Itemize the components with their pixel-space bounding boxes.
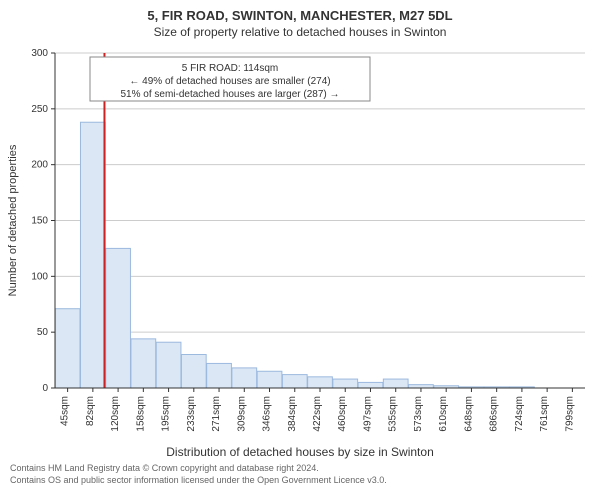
annotation-line: ← 49% of detached houses are smaller (27… (129, 76, 330, 87)
x-tick-label: 724sqm (514, 396, 525, 432)
bar (80, 122, 105, 388)
x-tick-label: 610sqm (438, 396, 449, 432)
x-tick-label: 195sqm (161, 396, 172, 432)
x-tick-label: 346sqm (262, 396, 273, 432)
x-tick-label: 233sqm (186, 396, 197, 432)
y-tick-label: 100 (31, 271, 48, 282)
bar (409, 385, 434, 388)
bar (106, 248, 131, 388)
annotation-line: 51% of semi-detached houses are larger (… (120, 89, 339, 100)
x-tick-label: 120sqm (110, 396, 121, 432)
x-tick-label: 309sqm (236, 396, 247, 432)
bar (282, 375, 307, 388)
x-tick-label: 422sqm (312, 396, 323, 432)
x-tick-label: 460sqm (337, 396, 348, 432)
y-axis-label: Number of detached properties (7, 144, 19, 296)
bar (358, 382, 383, 388)
bar (181, 355, 206, 389)
footer-line-2: Contains OS and public sector informatio… (10, 475, 590, 487)
bar (156, 342, 181, 388)
x-tick-label: 158sqm (135, 396, 146, 432)
bar (333, 379, 358, 388)
y-tick-label: 50 (37, 327, 49, 338)
x-tick-label: 686sqm (489, 396, 500, 432)
bar (55, 309, 80, 388)
bar (383, 379, 408, 388)
y-tick-label: 0 (42, 383, 48, 394)
title-sub: Size of property relative to detached ho… (0, 23, 600, 43)
bar (308, 377, 333, 388)
y-tick-label: 200 (31, 160, 48, 171)
title-main: 5, FIR ROAD, SWINTON, MANCHESTER, M27 5D… (0, 0, 600, 23)
x-tick-label: 271sqm (211, 396, 222, 432)
x-tick-label: 384sqm (287, 396, 298, 432)
bar (207, 363, 232, 388)
x-tick-label: 761sqm (539, 396, 550, 432)
bar (131, 339, 156, 388)
x-tick-label: 497sqm (362, 396, 373, 432)
x-tick-label: 82sqm (85, 396, 96, 426)
y-tick-label: 150 (31, 216, 48, 227)
x-axis-title: Distribution of detached houses by size … (0, 443, 600, 459)
x-tick-label: 799sqm (564, 396, 575, 432)
x-tick-label: 648sqm (463, 396, 474, 432)
histogram-chart: 0 50 100 150 200 250 300 45sqm 82sqm 120sqm 158sqm… (0, 43, 600, 443)
footer: Contains HM Land Registry data © Crown c… (0, 459, 600, 486)
x-tick-label: 535sqm (388, 396, 399, 432)
y-tick-label: 300 (31, 48, 48, 59)
y-tick-label: 250 (31, 104, 48, 115)
footer-line-1: Contains HM Land Registry data © Crown c… (10, 463, 590, 475)
bar (232, 368, 257, 388)
x-tick-label: 45sqm (60, 396, 71, 426)
bar (257, 371, 282, 388)
chart-svg: 0 50 100 150 200 250 300 45sqm 82sqm 120sqm 158sqm… (0, 43, 600, 443)
annotation-line: 5 FIR ROAD: 114sqm (182, 63, 279, 74)
x-tick-label: 573sqm (413, 396, 424, 432)
